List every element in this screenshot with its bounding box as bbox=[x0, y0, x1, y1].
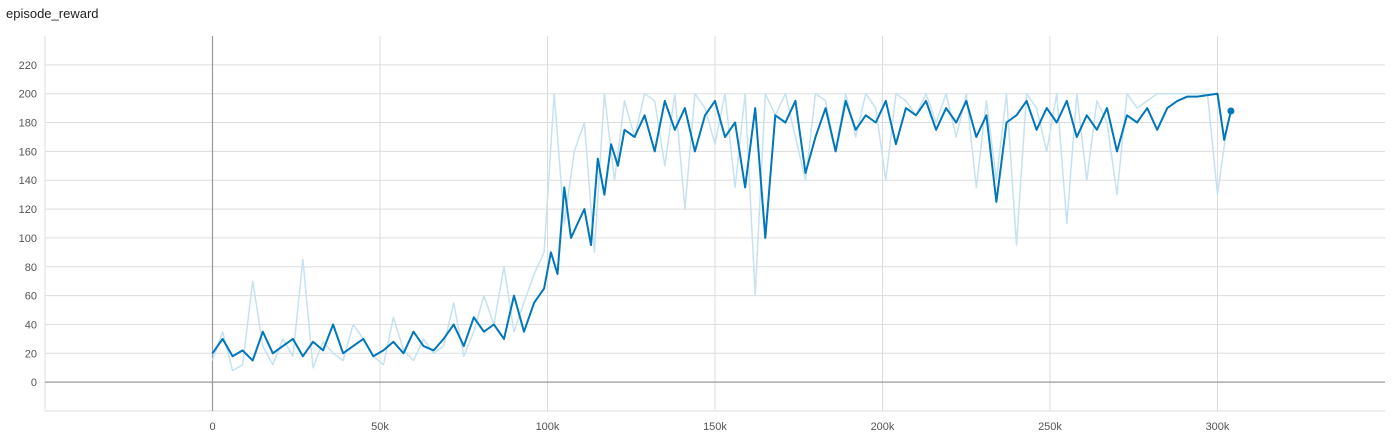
x-tick-label: 200k bbox=[871, 421, 895, 433]
x-tick-label: 250k bbox=[1038, 421, 1062, 433]
y-tick-label: 140 bbox=[19, 175, 37, 187]
x-tick-labels: 0 50k 100k 150k 200k 250k 300k bbox=[209, 421, 1229, 433]
x-tick-label: 100k bbox=[536, 421, 560, 433]
x-tick-label: 50k bbox=[371, 421, 389, 433]
y-tick-label: 60 bbox=[25, 291, 37, 303]
series bbox=[211, 92, 1235, 372]
y-tick-labels: 0 20 40 60 80 100 120 140 160 180 200 220 bbox=[19, 60, 37, 389]
y-tick-label: 100 bbox=[19, 233, 37, 245]
smoothed-series-line bbox=[211, 92, 1232, 362]
x-tick-label: 150k bbox=[703, 421, 727, 433]
x-tick-label: 300k bbox=[1206, 421, 1230, 433]
y-tick-label: 0 bbox=[31, 377, 37, 389]
y-tick-label: 40 bbox=[25, 319, 37, 331]
last-point-marker bbox=[1227, 107, 1235, 115]
raw-series-line bbox=[211, 92, 1229, 372]
y-tick-label: 200 bbox=[19, 89, 37, 101]
y-tick-label: 160 bbox=[19, 146, 37, 158]
y-tick-label: 20 bbox=[25, 348, 37, 360]
axes bbox=[44, 36, 1385, 412]
y-tick-label: 180 bbox=[19, 118, 37, 130]
y-tick-label: 80 bbox=[25, 262, 37, 274]
x-tick-label: 0 bbox=[209, 421, 215, 433]
y-tick-label: 220 bbox=[19, 60, 37, 72]
grid bbox=[45, 36, 1385, 411]
chart-title: episode_reward bbox=[6, 6, 99, 21]
y-tick-label: 120 bbox=[19, 204, 37, 216]
